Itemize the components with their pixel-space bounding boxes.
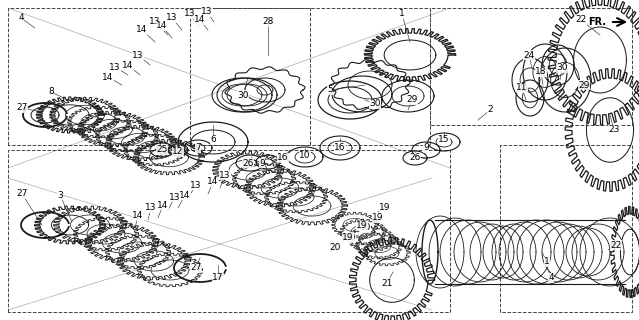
Text: 13: 13 [166,13,178,22]
Text: 27: 27 [190,263,202,273]
Text: 21: 21 [381,278,393,287]
Text: 9: 9 [259,158,265,167]
Text: 18: 18 [535,68,547,76]
Text: 27: 27 [17,103,27,113]
Text: 13: 13 [184,10,196,19]
Text: 26: 26 [410,154,420,163]
Text: 14: 14 [136,26,148,35]
Text: 19: 19 [357,221,368,230]
Text: 19: 19 [380,204,391,212]
Text: 1: 1 [399,10,405,19]
Text: 30: 30 [369,100,381,108]
Text: 4: 4 [18,13,24,22]
Text: 14: 14 [207,178,219,187]
Text: 4: 4 [548,274,554,283]
Text: 16: 16 [334,142,346,151]
Text: 20: 20 [359,223,371,233]
Text: 14: 14 [157,201,169,210]
Text: 7: 7 [195,143,201,153]
Text: 19: 19 [343,233,354,242]
Text: 25: 25 [157,146,167,155]
Text: 12: 12 [173,148,183,156]
Text: 13: 13 [109,62,121,71]
Text: 14: 14 [157,21,167,30]
Text: 30: 30 [237,91,249,100]
Text: 22: 22 [610,241,622,250]
Text: 17: 17 [212,274,224,283]
Text: 27: 27 [17,189,27,198]
Text: 13: 13 [145,204,157,212]
Text: 22: 22 [575,15,587,25]
Text: 15: 15 [438,135,450,145]
Text: 14: 14 [102,73,114,82]
Text: 13: 13 [219,171,231,180]
Text: 14: 14 [122,60,134,69]
Text: 29: 29 [578,81,590,90]
Text: 14: 14 [132,212,144,220]
Text: 2: 2 [487,106,493,115]
Text: 16: 16 [277,154,289,163]
Text: 13: 13 [201,7,213,17]
Text: 13: 13 [190,180,202,189]
Text: 13: 13 [169,193,181,202]
Text: 30: 30 [557,63,567,73]
Text: 14: 14 [194,15,206,25]
Text: 3: 3 [57,190,63,199]
Text: 20: 20 [344,234,356,243]
Text: 29: 29 [406,95,418,105]
Text: 19: 19 [373,213,384,222]
Text: 11: 11 [516,84,528,92]
Text: 20: 20 [329,244,341,252]
Text: 24: 24 [523,51,535,60]
Text: 9: 9 [423,143,429,153]
Text: 8: 8 [48,87,54,97]
Text: 13: 13 [132,51,144,60]
Text: FR.: FR. [588,17,606,27]
Text: 23: 23 [608,125,620,134]
Text: 28: 28 [263,18,273,27]
Text: 14: 14 [180,190,190,199]
Text: 10: 10 [299,151,311,161]
Text: 13: 13 [150,18,161,27]
Text: 5: 5 [327,85,333,94]
Text: 26: 26 [242,158,254,167]
Text: 6: 6 [210,135,216,145]
Text: 1: 1 [544,258,550,267]
